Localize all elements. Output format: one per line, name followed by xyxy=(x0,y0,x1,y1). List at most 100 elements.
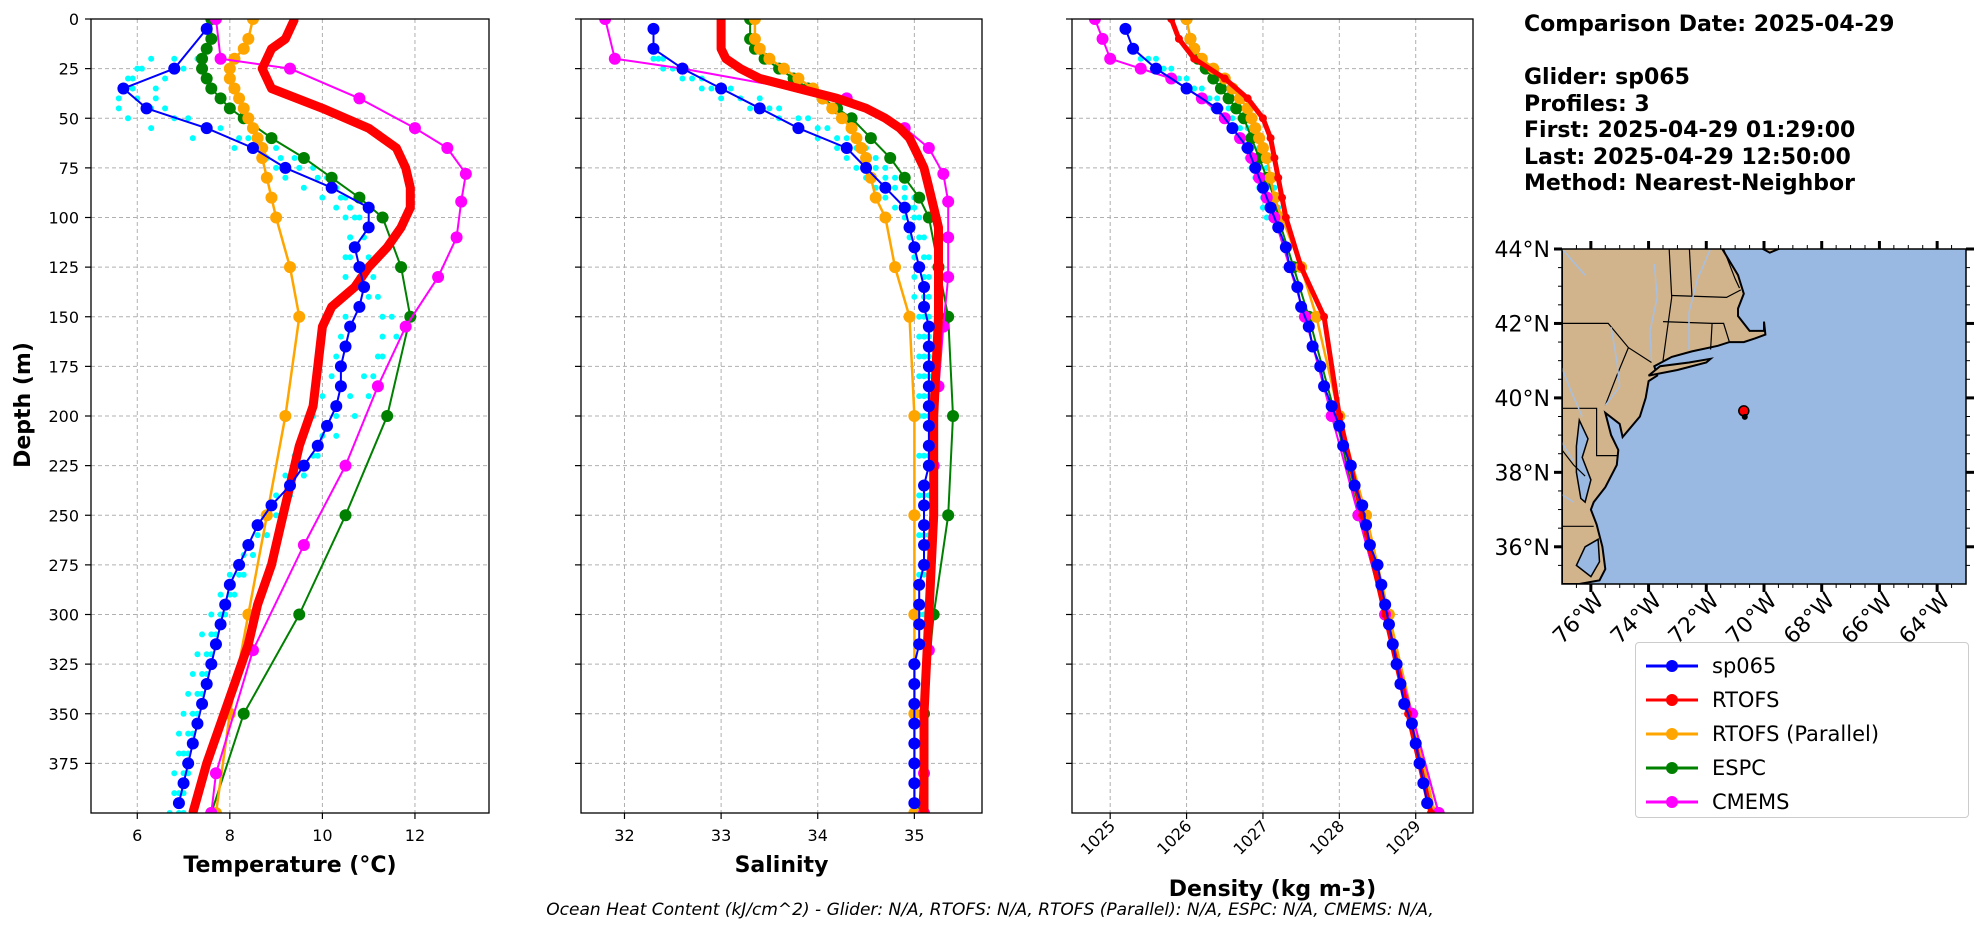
grid xyxy=(581,18,982,813)
series-point-sp065 xyxy=(1409,737,1422,750)
series-sp065 xyxy=(1119,22,1434,810)
glider-raw-point xyxy=(185,730,192,737)
series-point-sp065 xyxy=(908,658,921,671)
glider-raw-point xyxy=(1214,95,1221,102)
glider-raw-point xyxy=(337,333,344,340)
glider-raw-point xyxy=(361,373,368,380)
series-point-rtofs xyxy=(401,163,410,172)
lon-tick-label: 70°W xyxy=(1722,588,1783,649)
state-border xyxy=(1562,322,1652,364)
series-point-rtofs xyxy=(406,183,415,192)
glider-raw-point xyxy=(342,313,349,320)
series-point-sp065 xyxy=(1226,122,1239,135)
glider-raw-point xyxy=(1225,105,1232,112)
y-tick-label: 300 xyxy=(48,606,79,625)
glider-raw-point xyxy=(882,174,889,181)
series-point-rtofs xyxy=(1426,809,1435,813)
glider-raw-point xyxy=(882,164,889,171)
profile-panel-1: 0 25 50 75 100 125 150 175 200 225 250 275 300 325 350… xyxy=(48,10,490,878)
river xyxy=(1562,442,1575,462)
series-point-sp065 xyxy=(647,42,660,55)
series-point-rtofs-parallel xyxy=(835,112,848,125)
series-point-rtofs-parallel xyxy=(260,171,273,184)
legend-swatch xyxy=(1646,728,1698,740)
series-point-rtofs xyxy=(934,263,943,272)
glider-raw-point xyxy=(199,631,206,638)
series-point-espc xyxy=(325,171,338,184)
series-point-rtofs xyxy=(794,84,803,93)
series-point-rtofs xyxy=(230,679,239,688)
glider-raw-point xyxy=(189,710,196,717)
series-point-rtofs xyxy=(253,600,262,609)
legend-item-espc: ESPC xyxy=(1644,751,1766,785)
glider-raw-point xyxy=(217,125,224,132)
series-point-rtofs-parallel xyxy=(1245,112,1258,125)
glider-raw-point xyxy=(872,164,879,171)
series-point-rtofs-parallel xyxy=(748,19,761,25)
series-point-sp065 xyxy=(1348,479,1361,492)
series-point-rtofs xyxy=(736,64,745,73)
series-point-rtofs-parallel xyxy=(1264,171,1277,184)
glider-raw-point xyxy=(175,750,182,757)
series-point-sp065 xyxy=(348,241,361,254)
series-point-sp065 xyxy=(1325,400,1338,413)
series-point-rtofs-parallel xyxy=(237,42,250,55)
glider-raw-point xyxy=(766,105,773,112)
series-point-cmems xyxy=(399,320,412,333)
series-point-rtofs xyxy=(383,243,392,252)
x-tick-label: 8 xyxy=(225,826,235,845)
glider-raw-point xyxy=(776,105,783,112)
series-point-rtofs-parallel xyxy=(850,132,863,145)
glider-raw-point xyxy=(175,730,182,737)
series-point-rtofs xyxy=(276,521,285,530)
glider-raw-point xyxy=(199,671,206,678)
x-tick-label: 10 xyxy=(312,826,332,845)
series-point-rtofs-parallel xyxy=(293,310,306,323)
series-point-espc xyxy=(214,92,227,105)
y-tick-label: 225 xyxy=(48,457,79,476)
series-point-sp065 xyxy=(1180,82,1193,95)
series-point-cmems xyxy=(942,195,955,208)
glider-raw-point xyxy=(911,204,918,211)
glider-raw-point xyxy=(916,214,923,221)
glider-raw-point xyxy=(365,393,372,400)
series-point-sp065 xyxy=(918,280,931,293)
series-point-rtofs xyxy=(915,153,924,162)
profile-count: Profiles: 3 xyxy=(1524,91,1650,117)
series-point-sp065 xyxy=(1150,62,1163,75)
series-point-espc xyxy=(884,151,897,164)
series-point-sp065 xyxy=(1421,797,1434,810)
glider-raw-point xyxy=(347,254,354,261)
glider-raw-point xyxy=(727,85,734,92)
series-point-rtofs xyxy=(1281,213,1290,222)
series-point-rtofs xyxy=(1190,54,1199,63)
lat-tick-label: 42°N xyxy=(1495,312,1550,337)
series-point-rtofs-parallel xyxy=(279,410,292,422)
series-point-sp065 xyxy=(265,499,278,512)
series-point-sp065 xyxy=(321,419,334,432)
lon-tick-label: 74°W xyxy=(1606,588,1667,649)
series-point-rtofs-parallel xyxy=(223,62,236,75)
glider-raw-point xyxy=(911,293,918,300)
series-line-sp065 xyxy=(652,28,930,804)
glider-raw-point xyxy=(189,671,196,678)
glider-raw-point xyxy=(916,333,923,340)
series-point-cmems xyxy=(1096,32,1109,45)
series-point-cmems xyxy=(209,767,222,780)
land-long-island xyxy=(1647,357,1714,377)
series-point-sp065 xyxy=(753,102,766,115)
glider-raw-point xyxy=(231,591,238,598)
series-point-rtofs-parallel xyxy=(908,410,921,422)
series-point-rtofs-parallel xyxy=(860,151,873,164)
series-point-cmems xyxy=(922,142,935,155)
series-point-sp065 xyxy=(918,499,931,512)
series-point-rtofs-parallel xyxy=(1256,142,1269,155)
legend-item-sp065: sp065 xyxy=(1644,649,1776,683)
series-point-rtofs-parallel xyxy=(908,509,921,522)
y-tick-label: 175 xyxy=(48,357,79,376)
series-point-rtofs xyxy=(309,402,318,411)
glider-raw-point xyxy=(273,492,280,499)
series-point-sp065 xyxy=(908,757,921,770)
glider-raw-point xyxy=(296,164,303,171)
series-point-rtofs xyxy=(862,104,871,113)
